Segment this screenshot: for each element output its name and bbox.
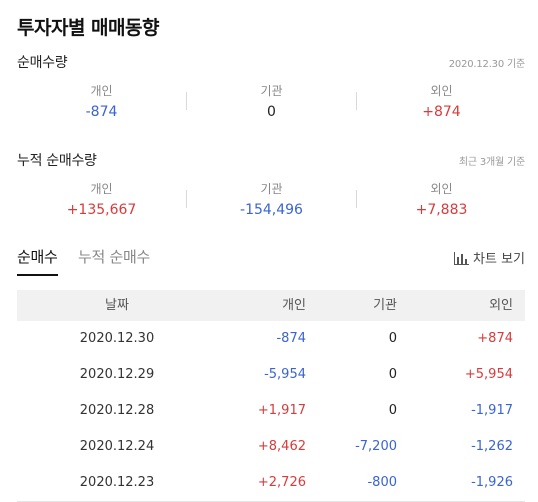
row-individual: -874 <box>276 331 306 346</box>
table-row: 2020.12.28 +1,917 0 -1,917 <box>17 393 525 429</box>
cumulative-label: 누적 순매수량 <box>17 153 97 169</box>
cum-foreign-value: +7,883 <box>415 202 468 218</box>
net-individual: 개인 -874 <box>17 82 186 123</box>
row-institution: -800 <box>367 475 397 490</box>
net-buy-summary: 개인 -874 기관 0 외인 +874 <box>17 82 525 126</box>
header-date: 날짜 <box>105 298 129 313</box>
row-individual: +8,462 <box>257 439 306 454</box>
cum-institution-value: -154,496 <box>240 202 303 218</box>
table-header: 날짜 개인 기관 외인 <box>17 290 525 321</box>
cumulative-header: 누적 순매수량 최근 3개월 기준 <box>17 150 525 170</box>
tab-cumulative-net-buy[interactable]: 누적 순매수 <box>78 248 150 266</box>
header-individual: 개인 <box>282 298 306 313</box>
row-date: 2020.12.30 <box>79 331 155 346</box>
divider <box>356 190 357 208</box>
divider <box>186 190 187 208</box>
row-institution: 0 <box>388 403 397 418</box>
net-buy-date-note: 2020.12.30 기준 <box>448 59 525 70</box>
table-row: 2020.12.24 +8,462 -7,200 -1,262 <box>17 429 525 465</box>
row-foreign: -1,917 <box>471 403 513 418</box>
cum-foreign: 외인 +7,883 <box>357 180 526 221</box>
net-buy-label: 순매수량 <box>17 55 68 71</box>
cum-individual: 개인 +135,667 <box>17 180 186 221</box>
row-date: 2020.12.28 <box>79 403 155 418</box>
table-row: 2020.12.23 +2,726 -800 -1,926 <box>17 465 525 501</box>
cumulative-period-note: 최근 3개월 기준 <box>458 157 525 168</box>
row-foreign: -1,926 <box>471 475 513 490</box>
row-institution: 0 <box>388 331 397 346</box>
net-institution-label: 기관 <box>260 84 283 98</box>
net-buy-header: 순매수량 2020.12.30 기준 <box>17 52 525 72</box>
row-institution: -7,200 <box>355 439 397 454</box>
net-individual-value: -874 <box>85 104 118 120</box>
cum-institution: 기관 -154,496 <box>187 180 356 221</box>
header-institution: 기관 <box>373 298 397 313</box>
cum-institution-label: 기관 <box>260 182 283 196</box>
tab-net-buy[interactable]: 순매수 <box>17 248 58 276</box>
row-date: 2020.12.23 <box>79 475 155 490</box>
cum-individual-value: +135,667 <box>66 202 137 218</box>
net-institution-value: 0 <box>267 104 276 120</box>
chart-view-button[interactable]: 차트 보기 <box>454 248 525 267</box>
net-institution: 기관 0 <box>187 82 356 123</box>
row-individual: +2,726 <box>257 475 306 490</box>
row-foreign: +5,954 <box>464 367 513 382</box>
row-foreign: +874 <box>477 331 513 346</box>
row-date: 2020.12.29 <box>79 367 155 382</box>
row-foreign: -1,262 <box>471 439 513 454</box>
divider <box>186 92 187 110</box>
page-title: 투자자별 매매동향 <box>17 17 159 39</box>
row-date: 2020.12.24 <box>79 439 155 454</box>
net-foreign: 외인 +874 <box>357 82 526 123</box>
cum-foreign-label: 외인 <box>430 182 453 196</box>
trading-table: 날짜 개인 기관 외인 2020.12.30 -874 0 +874 2020.… <box>17 290 525 502</box>
net-foreign-value: +874 <box>422 104 461 120</box>
table-row: 2020.12.30 -874 0 +874 <box>17 321 525 357</box>
tab-bar: 순매수 누적 순매수 차트 보기 <box>17 246 525 276</box>
cumulative-summary: 개인 +135,667 기관 -154,496 외인 +7,883 <box>17 180 525 224</box>
row-individual: +1,917 <box>257 403 306 418</box>
chart-view-label: 차트 보기 <box>473 252 525 267</box>
net-individual-label: 개인 <box>90 84 113 98</box>
table-row: 2020.12.29 -5,954 0 +5,954 <box>17 357 525 393</box>
row-institution: 0 <box>388 367 397 382</box>
header-foreign: 외인 <box>489 298 513 313</box>
bar-chart-icon <box>454 252 473 267</box>
net-foreign-label: 외인 <box>430 84 453 98</box>
row-individual: -5,954 <box>264 367 306 382</box>
cum-individual-label: 개인 <box>90 182 113 196</box>
divider <box>356 92 357 110</box>
